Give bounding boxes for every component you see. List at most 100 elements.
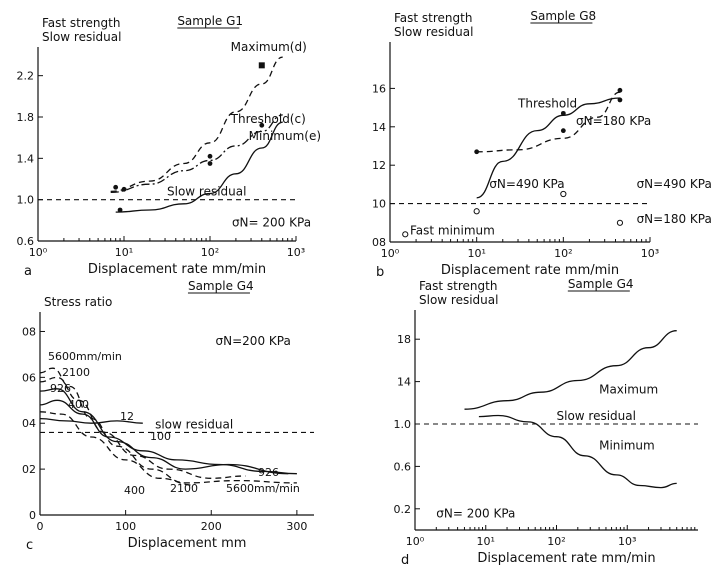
y-tick-label: 14 — [372, 121, 386, 134]
panel-label: b — [376, 265, 384, 280]
reference-line-label: Slow residual — [167, 185, 246, 199]
y-tick-label: 04 — [22, 417, 36, 430]
x-tick-label: 200 — [201, 520, 222, 533]
series-line-threshold — [476, 97, 620, 199]
series-label: 400 — [124, 484, 145, 497]
series-line--n-180-kpa — [476, 91, 621, 153]
x-tick-label: 10² — [554, 247, 572, 260]
y-tick-label: 1.0 — [394, 418, 412, 431]
y-tick-label: 18 — [397, 333, 411, 346]
sample-title: Sample G8 — [530, 9, 596, 23]
sample-title: Sample G4 — [188, 279, 254, 293]
series-label: 400 — [68, 398, 89, 411]
series-label: 12 — [120, 410, 134, 423]
series-line-2100 — [39, 376, 246, 479]
annotation: Minimum — [599, 438, 655, 452]
x-tick-label: 10¹ — [477, 535, 495, 548]
y-tick-label: 12 — [372, 159, 386, 172]
y-tick-label: 1.8 — [17, 111, 35, 124]
annotation: Fast minimum — [410, 223, 495, 237]
data-marker — [258, 62, 265, 69]
y-axis-label: Slow residual — [42, 30, 121, 44]
data-marker — [121, 186, 127, 192]
y-tick-label: 10 — [372, 198, 386, 211]
series-label: 100 — [150, 430, 171, 443]
data-marker — [259, 122, 265, 128]
sample-title: Sample G4 — [568, 277, 634, 291]
panel-label: c — [26, 538, 33, 553]
data-marker — [207, 153, 213, 159]
data-marker — [473, 208, 480, 215]
y-tick-label: 08 — [372, 236, 386, 249]
series-label: Maximum(d) — [231, 40, 307, 54]
series-label: 2100 — [62, 366, 90, 379]
series-line-minimum-e- — [115, 121, 283, 213]
x-tick-label: 10⁰ — [381, 247, 400, 260]
series-line-minimum — [478, 414, 677, 489]
data-marker — [113, 184, 119, 190]
y-axis-label: Fast strength — [42, 16, 120, 30]
series-line-5600mm-min — [39, 367, 297, 484]
x-axis-label: Displacement rate mm/min — [441, 263, 619, 278]
data-marker — [207, 161, 213, 166]
annotation: σN= 200 KPa — [436, 506, 515, 520]
annotation: σN= 200 KPa — [232, 216, 311, 230]
panel-c: 0 02 04 06 08 0 100 200 300 Stress ratio Displacem… — [22, 279, 314, 553]
annotation: σN=200 KPa — [216, 334, 291, 348]
series-line-400 — [39, 411, 195, 486]
panel-label: d — [401, 553, 409, 568]
x-axis-label: Displacement rate mm/min — [88, 262, 266, 277]
x-tick-label: 10³ — [641, 247, 659, 260]
reference-line-label: Slow residual — [557, 409, 636, 423]
x-tick-label: 10⁰ — [29, 246, 48, 259]
data-marker — [402, 231, 409, 238]
x-tick-label: 300 — [286, 520, 307, 533]
y-tick-label: 2.2 — [17, 70, 35, 83]
y-tick-label: 0.2 — [394, 503, 412, 516]
data-marker — [617, 97, 623, 103]
annotation: Threshold — [517, 97, 577, 111]
x-tick-label: 0 — [37, 520, 44, 533]
x-axis-label: Displacement rate mm/min — [477, 551, 655, 566]
data-marker — [117, 207, 123, 213]
series-line-maximum — [464, 330, 677, 410]
data-marker — [474, 149, 480, 155]
x-axis-label: Displacement mm — [128, 536, 247, 551]
y-tick-label: 0 — [29, 509, 36, 522]
y-tick-label: 0.6 — [17, 235, 35, 248]
y-tick-label: 14 — [397, 376, 411, 389]
panel-label: a — [24, 264, 32, 279]
annotation: σN=180 KPa — [576, 114, 651, 128]
series-label: 2100 — [170, 482, 198, 495]
y-tick-label: 1.0 — [17, 194, 35, 207]
y-tick-label: 16 — [372, 82, 386, 95]
x-tick-label: 100 — [115, 520, 136, 533]
y-axis-label: Slow residual — [394, 25, 473, 39]
data-marker — [560, 110, 566, 116]
y-axis-label: Stress ratio — [44, 295, 112, 309]
y-tick-label: 02 — [22, 463, 36, 476]
series-line-12 — [39, 417, 143, 424]
y-axis-label: Fast strength — [394, 11, 472, 25]
series-line-926 — [39, 399, 297, 475]
x-tick-label: 10³ — [618, 535, 636, 548]
data-marker — [560, 128, 566, 134]
series-label: 5600mm/min — [48, 350, 122, 363]
x-tick-label: 10² — [201, 246, 219, 259]
y-axis-label: Fast strength — [419, 279, 497, 293]
series-line-maximum-d- — [110, 56, 283, 193]
y-tick-label: 06 — [22, 371, 36, 384]
x-tick-label: 10² — [547, 535, 565, 548]
sample-title: Sample G1 — [177, 14, 243, 28]
x-tick-label: 10¹ — [115, 246, 133, 259]
series-label: Threshold(c) — [230, 112, 306, 126]
reference-line-label: slow residual — [155, 417, 233, 431]
series-label: Minimum(e) — [249, 129, 321, 143]
data-marker — [617, 87, 623, 93]
series-label: 5600mm/min — [226, 482, 300, 495]
annotation: σN=490 KPa — [489, 177, 564, 191]
y-axis-label: Slow residual — [419, 293, 498, 307]
y-tick-label: 08 — [22, 325, 36, 338]
